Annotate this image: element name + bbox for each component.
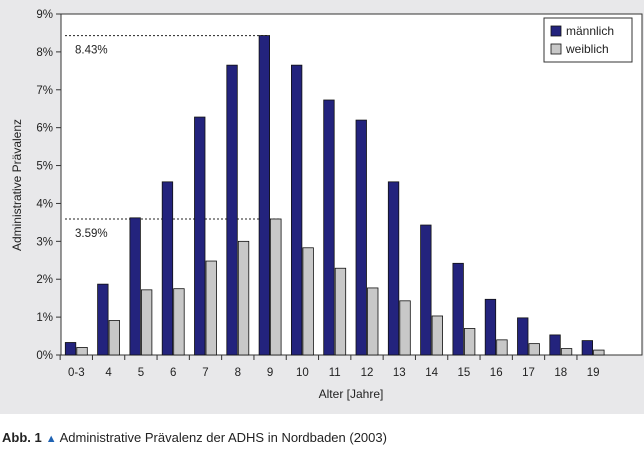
- bar-weiblich: [237, 240, 250, 356]
- bar-maennlich: [581, 340, 593, 356]
- bar-chart: 8.43% 3.59% 0% 1% 2% 3% 4% 5% 6% 7% 8% 9% 0-3 4 5 6 7 8…: [10, 9, 643, 401]
- bar-weiblich: [463, 328, 476, 356]
- y-tick-label: 1%: [36, 312, 53, 324]
- bars-layer: [64, 35, 605, 356]
- bar-weiblich: [431, 315, 444, 356]
- y-axis: 0% 1% 2% 3% 4% 5% 6% 7% 8% 9%: [36, 9, 61, 362]
- y-tick-label: 4%: [36, 198, 53, 210]
- reference-value-label: 3.59%: [75, 228, 108, 240]
- bar-maennlich: [355, 119, 367, 356]
- x-tick-label: 10: [296, 367, 309, 379]
- x-tick-label: 9: [267, 367, 273, 379]
- caption-text: Administrative Prävalenz der ADHS in Nor…: [59, 430, 387, 445]
- x-tick-label: 17: [522, 367, 535, 379]
- y-tick-label: 6%: [36, 123, 53, 135]
- y-tick-label: 8%: [36, 47, 53, 59]
- bar-weiblich: [399, 300, 411, 356]
- bar-maennlich: [290, 64, 303, 356]
- bar-weiblich: [270, 218, 282, 356]
- bar-weiblich: [496, 339, 508, 356]
- legend-label-weiblich: weiblich: [565, 42, 609, 56]
- bar-weiblich: [528, 343, 540, 356]
- figure-panel: 8.43% 3.59% 0% 1% 2% 3% 4% 5% 6% 7% 8% 9% 0-3 4 5 6 7 8…: [0, 0, 644, 414]
- bar-maennlich: [64, 342, 77, 356]
- bar-maennlich: [258, 35, 271, 356]
- x-tick-label: 11: [329, 367, 341, 379]
- legend-swatch-weiblich: [550, 43, 562, 55]
- bar-weiblich: [302, 247, 314, 356]
- x-tick-label: 19: [587, 367, 600, 379]
- bar-maennlich: [549, 334, 561, 356]
- x-tick-label: 6: [170, 367, 176, 379]
- y-axis-title: Administrative Prävalenz: [10, 119, 24, 251]
- x-tick-label: 5: [138, 367, 144, 379]
- bar-maennlich: [97, 283, 109, 356]
- x-tick-label: 13: [393, 367, 406, 379]
- bar-maennlich: [129, 217, 141, 356]
- bar-maennlich: [161, 181, 174, 356]
- y-tick-label: 7%: [36, 85, 53, 97]
- x-tick-label: 18: [554, 367, 567, 379]
- x-tick-label: 12: [361, 367, 374, 379]
- bar-weiblich: [205, 260, 217, 356]
- bar-weiblich: [560, 348, 573, 356]
- x-tick-label: 16: [490, 367, 503, 379]
- bar-weiblich: [367, 287, 379, 356]
- x-tick-label: 4: [105, 367, 112, 379]
- y-tick-label: 9%: [36, 9, 53, 21]
- bar-weiblich: [108, 320, 120, 356]
- x-tick-label: 7: [202, 367, 208, 379]
- y-tick-label: 0%: [36, 350, 53, 362]
- x-axis: 0-3 4 5 6 7 8 9 10 11 12 13 14 15 16 17 18 19: [59, 355, 600, 379]
- legend-swatch-maennlich: [550, 25, 562, 37]
- x-tick-label: 15: [458, 367, 471, 379]
- figure-caption: Abb. 1 ▲ Administrative Prävalenz der ADHS…: [2, 430, 387, 445]
- x-tick-label: 8: [235, 367, 241, 379]
- y-tick-label: 5%: [36, 161, 53, 173]
- bar-maennlich: [194, 116, 206, 356]
- bar-maennlich: [323, 99, 335, 356]
- y-tick-label: 2%: [36, 274, 53, 286]
- caption-marker-icon: ▲: [45, 433, 57, 445]
- bar-maennlich: [387, 181, 400, 356]
- bar-weiblich: [76, 347, 88, 356]
- legend-label-maennlich: männlich: [566, 24, 614, 38]
- x-axis-title: Alter [Jahre]: [319, 387, 384, 401]
- bar-maennlich: [517, 317, 529, 356]
- y-tick-label: 3%: [36, 236, 53, 248]
- legend: männlich weiblich: [543, 17, 633, 63]
- reference-value-label: 8.43%: [75, 45, 108, 57]
- bar-weiblich: [140, 289, 153, 356]
- bar-maennlich: [484, 298, 497, 356]
- bar-maennlich: [452, 262, 464, 356]
- caption-label: Abb. 1: [2, 430, 42, 445]
- bar-weiblich: [334, 267, 347, 356]
- x-tick-label: 0-3: [68, 367, 85, 379]
- x-tick-label: 14: [425, 367, 438, 379]
- bar-maennlich: [420, 224, 432, 356]
- legend-box: [543, 17, 633, 63]
- bar-weiblich: [593, 349, 605, 356]
- plot-area: [60, 13, 643, 356]
- bar-maennlich: [226, 64, 238, 356]
- bar-weiblich: [173, 288, 185, 356]
